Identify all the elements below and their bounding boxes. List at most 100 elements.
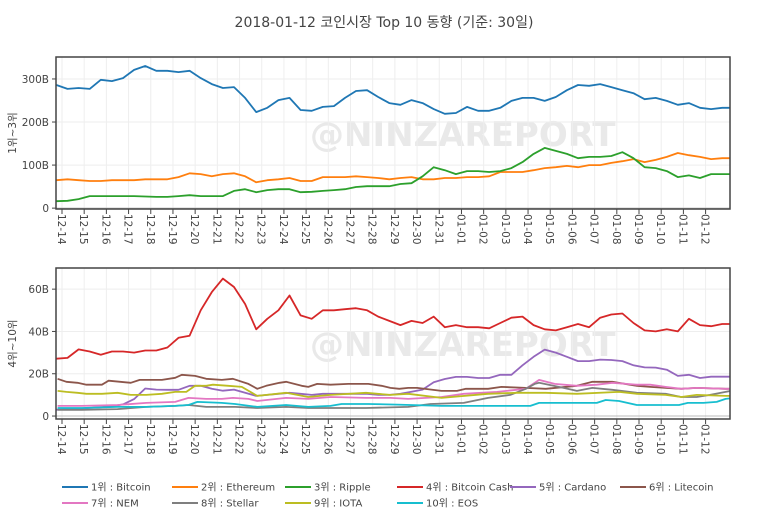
x-tick-label: 01-02 — [477, 214, 489, 245]
x-tick-label: 12-23 — [255, 424, 267, 455]
x-tick-label: 01-08 — [610, 214, 622, 245]
series-line-litecoin — [57, 373, 730, 392]
x-tick-label: 12-16 — [99, 424, 111, 455]
x-tick-label: 01-04 — [521, 424, 533, 455]
series-line-ripple — [56, 147, 730, 203]
x-tick-label: 12-24 — [277, 214, 289, 245]
x-tick-label: 12-27 — [344, 214, 356, 245]
legend-item[interactable]: 7위 : NEM — [62, 497, 139, 510]
legend-item[interactable]: 6위 : Litecoin — [620, 481, 713, 494]
legend-label: 9위 : IOTA — [314, 497, 362, 510]
y-tick-label: 20B — [28, 369, 49, 381]
x-tick-label: 12-26 — [321, 214, 333, 245]
x-tick-label: 12-15 — [77, 424, 89, 455]
x-tick-label: 12-22 — [233, 214, 245, 245]
y-tick-label: 100B — [22, 160, 49, 172]
x-tick-label: 12-18 — [144, 214, 156, 245]
x-tick-label: 01-07 — [588, 214, 600, 245]
x-tick-label: 12-17 — [122, 424, 134, 455]
legend-item[interactable]: 5위 : Cardano — [510, 481, 606, 494]
x-tick-label: 12-28 — [366, 214, 378, 245]
x-tick-label: 01-12 — [699, 424, 711, 455]
x-tick-label: 12-14 — [55, 424, 67, 455]
legend-item[interactable]: 2위 : Ethereum — [172, 481, 275, 494]
x-tick-label: 12-21 — [210, 424, 222, 455]
y-tick-label: 300B — [22, 74, 49, 86]
x-tick-label: 01-06 — [565, 214, 577, 245]
series-line-iota — [57, 383, 730, 399]
legend-item[interactable]: 10위 : EOS — [397, 497, 478, 510]
x-tick-label: 01-08 — [610, 424, 622, 455]
legend-label: 6위 : Litecoin — [649, 481, 713, 494]
series-line-nem — [57, 379, 730, 407]
watermark-top: @NINZAREPORT — [310, 115, 616, 155]
x-tick-label: 12-30 — [410, 214, 422, 245]
series-line-bitcoin-cash — [56, 277, 730, 360]
x-tick-label: 01-06 — [565, 424, 577, 455]
legend-label: 2위 : Ethereum — [201, 481, 275, 494]
legend: 1위 : Bitcoin 2위 : Ethereum 3위 : Ripple 4위 :… — [62, 481, 713, 510]
x-tick-label: 01-07 — [588, 424, 600, 455]
x-tick-label: 01-03 — [499, 424, 511, 455]
series-line-bitcoin — [56, 65, 730, 115]
plot-frame — [55, 267, 731, 420]
x-tick-label: 12-28 — [366, 424, 378, 455]
x-tick-label: 12-25 — [299, 424, 311, 455]
legend-item[interactable]: 3위 : Ripple — [285, 481, 371, 494]
x-tick-label: 01-02 — [477, 424, 489, 455]
x-tick-label: 12-18 — [144, 424, 156, 455]
x-tick-label: 01-05 — [543, 214, 555, 245]
x-tick-label: 01-09 — [632, 214, 644, 245]
legend-label: 5위 : Cardano — [539, 481, 606, 494]
x-tick-label: 12-20 — [188, 424, 200, 455]
y-tick-label: 60B — [28, 284, 49, 296]
x-tick-label: 12-16 — [99, 214, 111, 245]
x-tick-label: 12-23 — [255, 214, 267, 245]
series-line-ethereum — [56, 152, 730, 184]
x-tick-label: 12-20 — [188, 214, 200, 245]
x-tick-label: 01-04 — [521, 214, 533, 245]
legend-label: 4위 : Bitcoin Cash — [426, 481, 513, 494]
x-tick-label: 12-19 — [166, 424, 178, 455]
x-tick-label: 12-22 — [233, 424, 245, 455]
legend-item[interactable]: 8위 : Stellar — [172, 497, 259, 510]
legend-item[interactable]: 1위 : Bitcoin — [62, 481, 151, 494]
x-tick-label: 12-21 — [210, 214, 222, 245]
x-tick-label: 12-25 — [299, 214, 311, 245]
legend-item[interactable]: 4위 : Bitcoin Cash — [397, 481, 513, 494]
x-tick-label: 12-29 — [388, 214, 400, 245]
y-tick-label: 0 — [42, 203, 49, 215]
x-tick-label: 12-26 — [321, 424, 333, 455]
x-tick-label: 12-24 — [277, 424, 289, 455]
x-tick-label: 12-15 — [77, 214, 89, 245]
x-tick-label: 01-10 — [654, 424, 666, 455]
x-tick-label: 12-31 — [432, 424, 444, 455]
x-tick-label: 01-12 — [699, 214, 711, 245]
y-tick-label: 0 — [42, 411, 49, 423]
legend-item[interactable]: 9위 : IOTA — [285, 497, 362, 510]
x-tick-label: 12-19 — [166, 214, 178, 245]
legend-label: 8위 : Stellar — [201, 497, 259, 510]
x-tick-label: 12-31 — [432, 214, 444, 245]
x-tick-label: 12-17 — [122, 214, 134, 245]
x-tick-label: 12-27 — [344, 424, 356, 455]
panel-2: 12-14 12-15 12-16 12-17 12-18 12-19 12-20 12-21… — [6, 267, 731, 455]
x-tick-label: 01-03 — [499, 214, 511, 245]
y-axis-title: 1위~3위 — [6, 112, 19, 153]
x-tick-label: 01-01 — [454, 424, 466, 455]
x-tick-label: 12-30 — [410, 424, 422, 455]
legend-label: 10위 : EOS — [426, 497, 478, 510]
y-axis-title: 4위~10위 — [6, 319, 19, 367]
legend-label: 7위 : NEM — [91, 497, 139, 510]
x-tick-label: 01-11 — [676, 424, 688, 455]
legend-label: 3위 : Ripple — [314, 481, 371, 494]
panel-1: 12-14 12-15 12-16 12-17 12-18 12-19 12-20 12-21… — [6, 56, 731, 245]
x-tick-label: 01-11 — [676, 214, 688, 245]
x-tick-label: 01-01 — [454, 214, 466, 245]
x-tick-label: 01-05 — [543, 424, 555, 455]
x-tick-label: 01-09 — [632, 424, 644, 455]
y-tick-label: 40B — [28, 326, 49, 338]
series-line-eos — [57, 397, 730, 409]
x-tick-label: 12-29 — [388, 424, 400, 455]
